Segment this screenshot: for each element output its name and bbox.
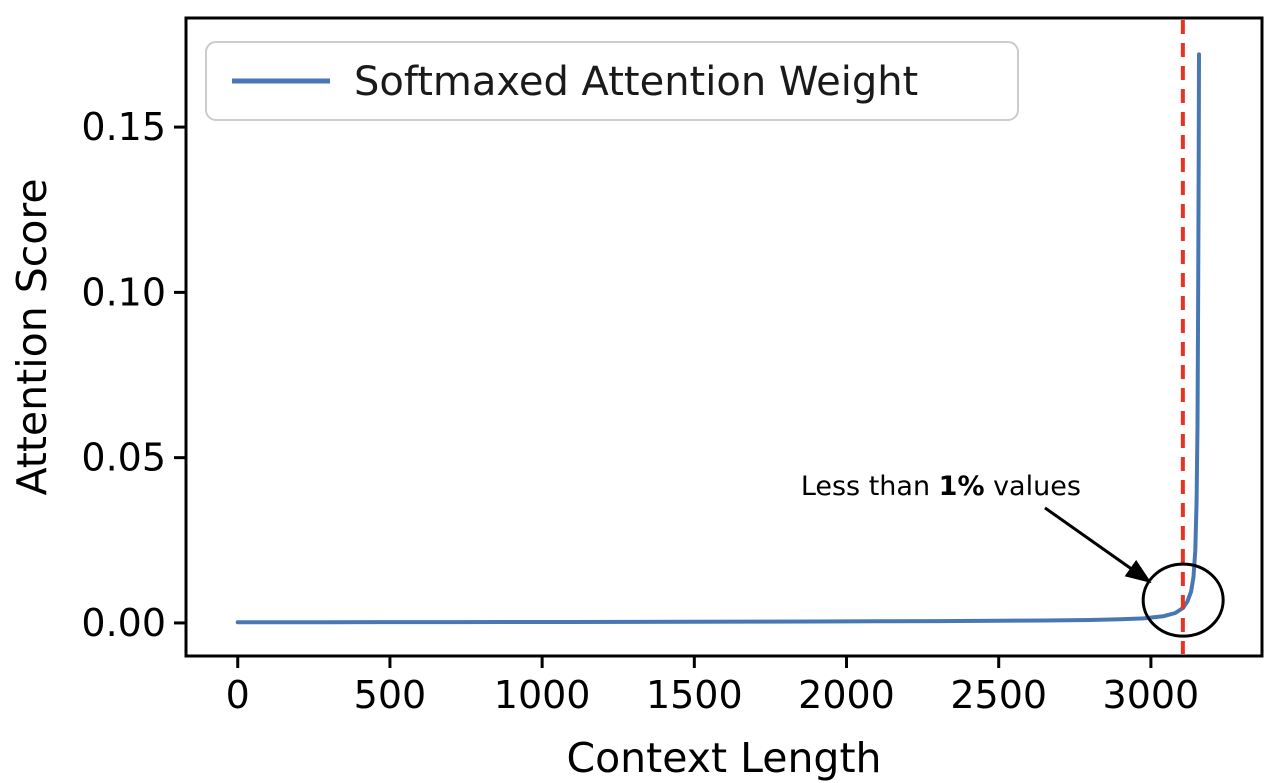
y-axis-label: Attention Score xyxy=(8,178,56,495)
annotation: Less than 1% values xyxy=(801,471,1225,638)
x-tick-label: 1500 xyxy=(646,673,743,717)
x-tick-label: 2500 xyxy=(950,673,1047,717)
attention-line-series xyxy=(235,52,1201,625)
legend-box xyxy=(205,41,1019,121)
x-ticks: 0 500 1000 1500 2000 2500 3000 xyxy=(226,656,1200,717)
annotation-text-bold: 1% xyxy=(939,471,985,502)
y-tick-label: 0.15 xyxy=(81,105,166,149)
y-ticks: 0.00 0.05 0.10 0.15 xyxy=(81,105,186,645)
annotation-arrow-line xyxy=(1044,506,1152,584)
legend-label: Softmaxed Attention Weight xyxy=(354,59,918,105)
plot-background xyxy=(186,18,1262,656)
x-tick-label: 500 xyxy=(354,673,427,717)
x-tick-label: 1000 xyxy=(494,673,591,717)
annotation-text: Less than 1% values xyxy=(801,471,1081,502)
annotation-text-suffix: values xyxy=(985,471,1081,502)
y-tick-label: 0.00 xyxy=(81,601,166,645)
x-tick-label: 0 xyxy=(226,673,250,717)
x-axis-label: Context Length xyxy=(566,734,881,782)
legend: Softmaxed Attention Weight xyxy=(205,41,1019,121)
y-tick-label: 0.05 xyxy=(81,436,166,480)
annotation-circle xyxy=(1141,562,1225,638)
x-tick-label: 2000 xyxy=(798,673,895,717)
annotation-text-prefix: Less than xyxy=(801,471,939,502)
x-axis: 0 500 1000 1500 2000 2500 3000 Context Length xyxy=(226,656,1200,782)
y-tick-label: 0.10 xyxy=(81,270,166,314)
x-tick-label: 3000 xyxy=(1103,673,1200,717)
plot-border xyxy=(184,16,1264,658)
y-axis: 0.00 0.05 0.10 0.15 Attention Score xyxy=(8,105,186,645)
